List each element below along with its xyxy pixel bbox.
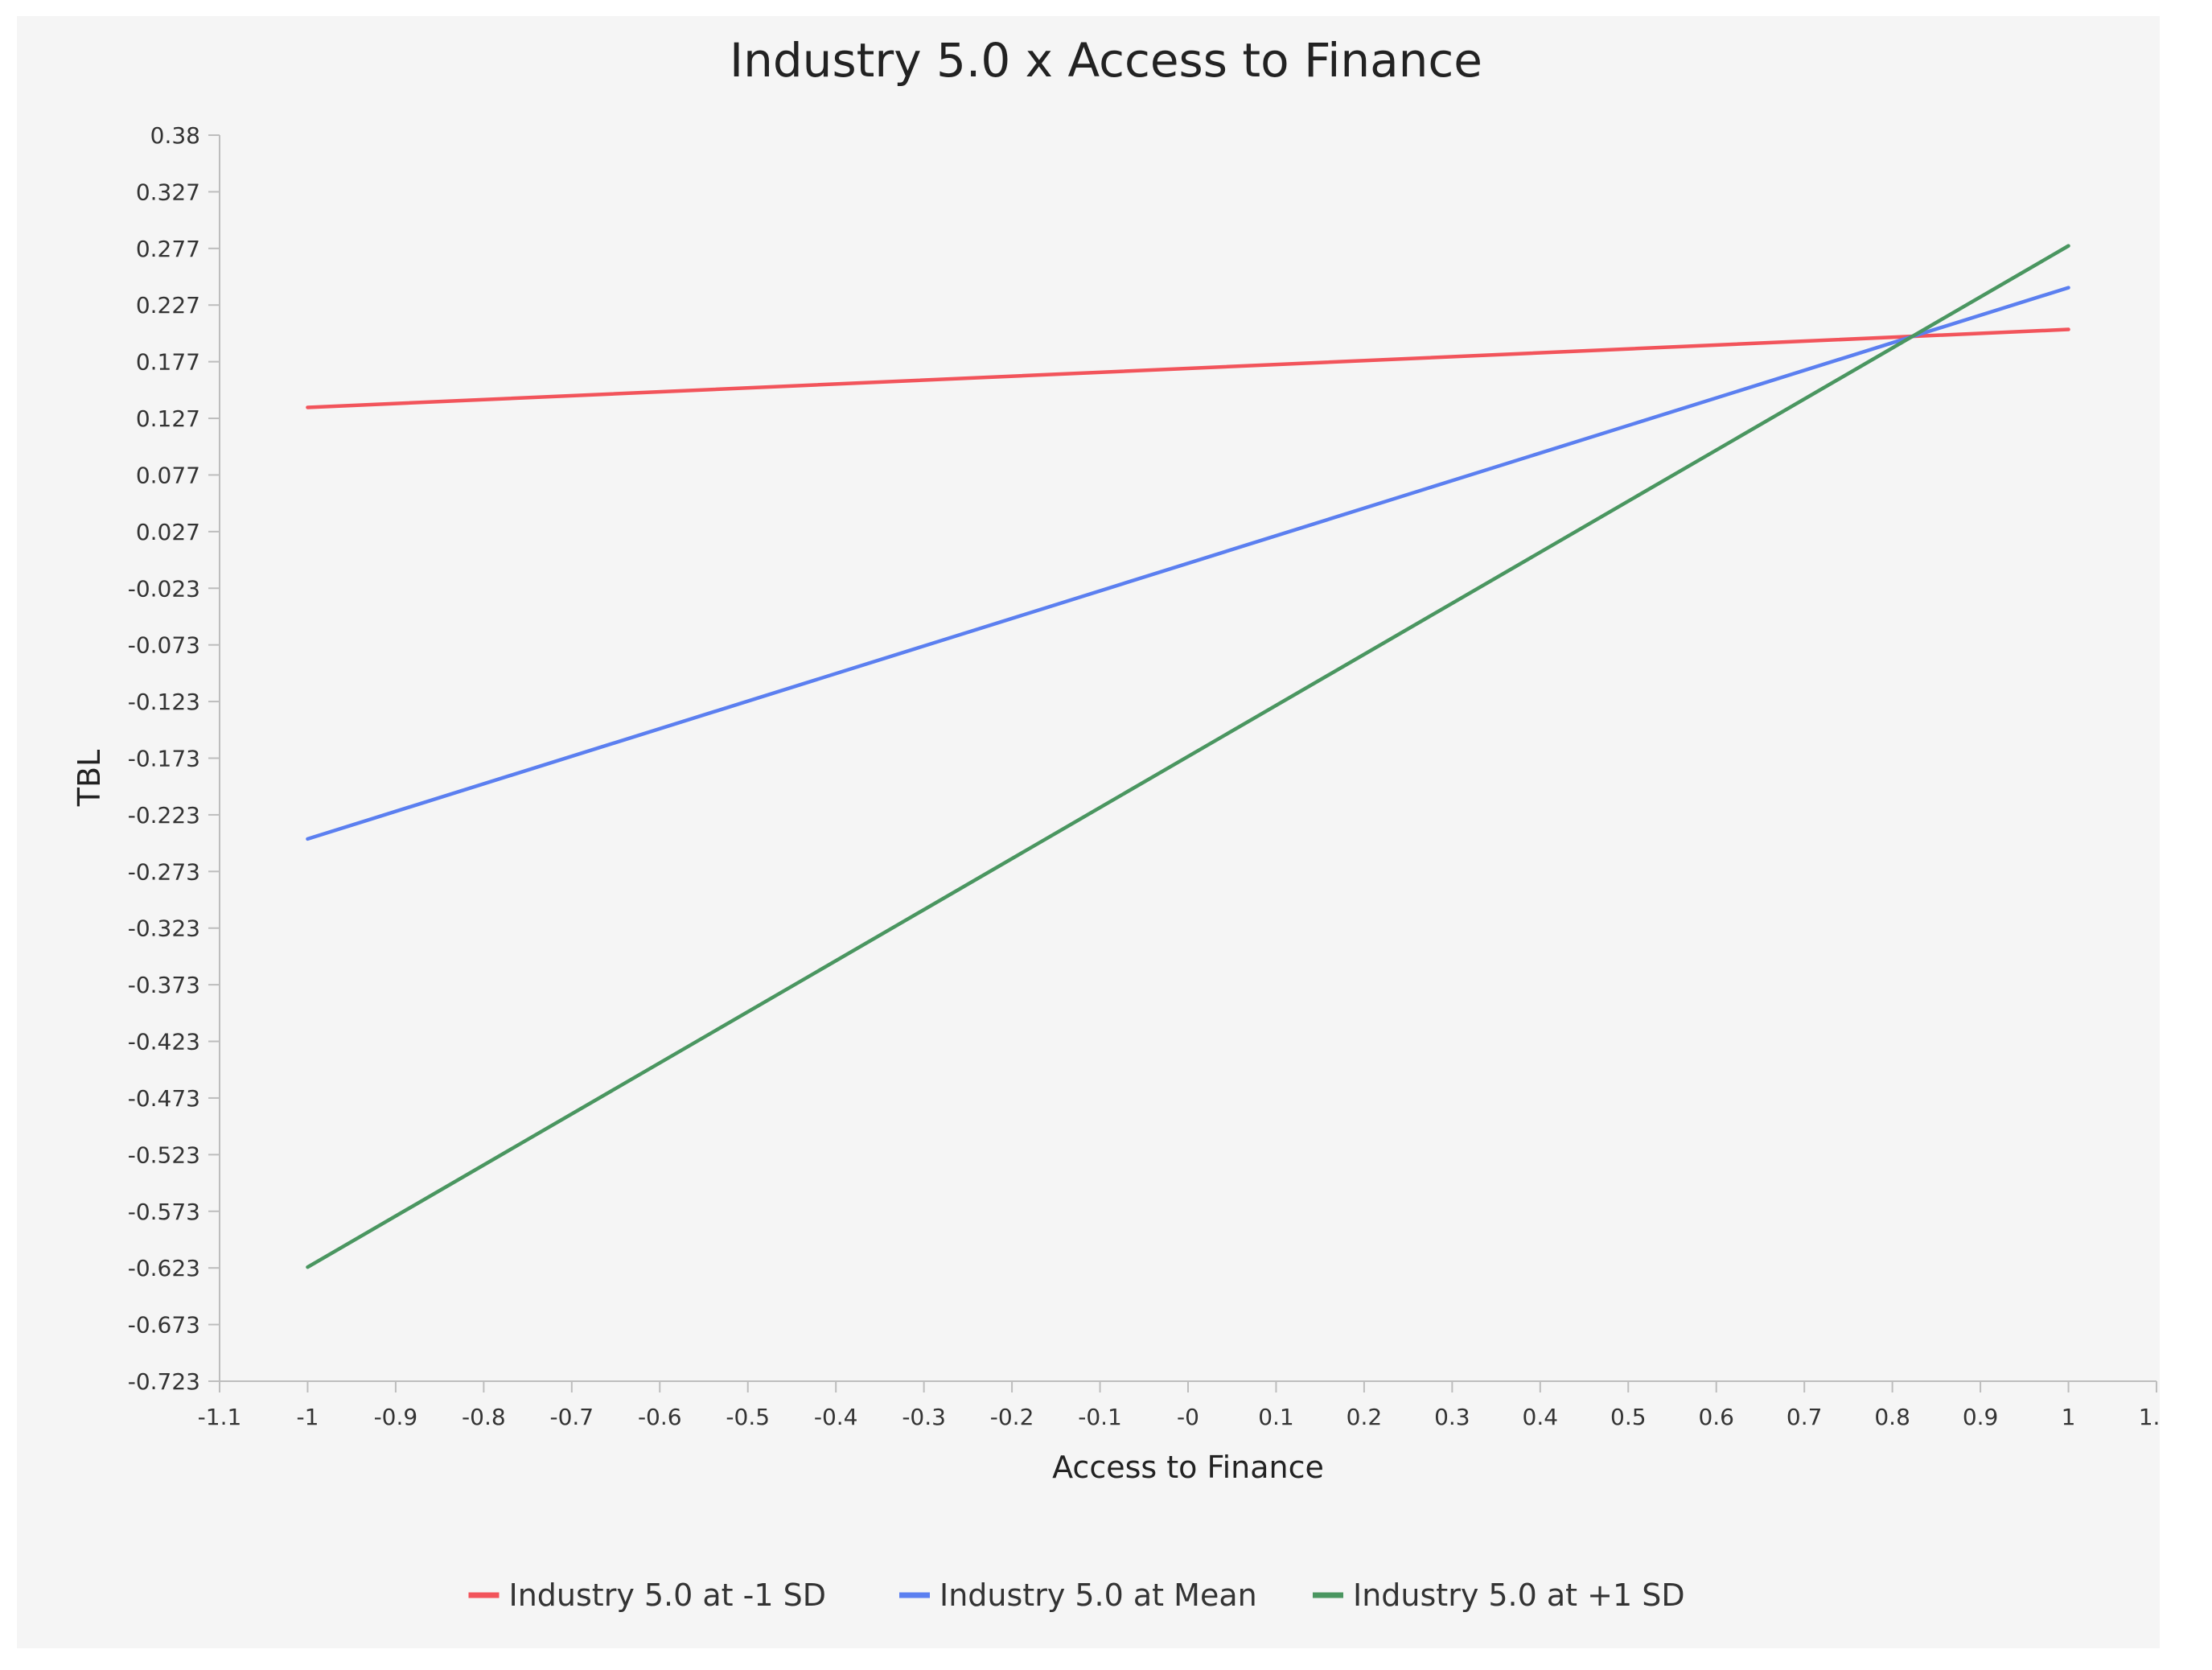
- x-tick-label: -0.3: [902, 1404, 946, 1430]
- x-tick-label: -0.1: [1078, 1404, 1122, 1430]
- y-tick-label: 0.227: [136, 292, 200, 319]
- y-tick-label: -0.273: [128, 858, 200, 885]
- legend-label: Industry 5.0 at +1 SD: [1353, 1577, 1685, 1613]
- x-tick-label: 0.1: [1258, 1404, 1294, 1430]
- x-tick-label: 0.6: [1698, 1404, 1734, 1430]
- y-tick-label: 0.177: [136, 349, 200, 376]
- x-tick-label: -1: [296, 1404, 319, 1430]
- y-tick-label: 0.38: [150, 122, 200, 149]
- y-tick-label: -0.573: [128, 1199, 200, 1225]
- x-tick-label: 0.4: [1523, 1404, 1559, 1430]
- y-tick-label: 0.077: [136, 462, 200, 488]
- x-tick-label: -0.2: [990, 1404, 1034, 1430]
- x-axis: -1.1 -1 -0.9 -0.8 -0.7 -0.6 -0.5 -0.4 -0.3 -0.2 -0…: [198, 1380, 2160, 1430]
- x-tick-label: 0.9: [1963, 1404, 1999, 1430]
- x-tick-label: 0.5: [1610, 1404, 1647, 1430]
- y-axis: 0.38 0.327 0.277 0.227 0.177 0.127 0.077 0.027 -…: [128, 122, 220, 1395]
- y-tick-label: -0.323: [128, 915, 200, 942]
- y-tick-label: -0.423: [128, 1029, 200, 1055]
- series-line: [306, 327, 2070, 409]
- series-line: [306, 286, 2070, 841]
- y-tick-label: 0.127: [136, 405, 200, 432]
- x-tick-label: -1.1: [198, 1404, 242, 1430]
- y-tick-label: -0.723: [128, 1368, 200, 1395]
- y-tick-label: 0.027: [136, 519, 200, 545]
- series-lines: [306, 244, 2070, 1269]
- y-tick-label: 0.277: [136, 236, 200, 262]
- legend: Industry 5.0 at -1 SD Industry 5.0 at Mea…: [468, 1577, 1685, 1613]
- y-axis-title: TBL: [72, 750, 107, 807]
- y-tick-label: -0.173: [128, 746, 200, 772]
- y-tick-label: 0.327: [136, 179, 200, 205]
- x-tick-label: 0.3: [1434, 1404, 1470, 1430]
- x-tick-label: -0.9: [374, 1404, 418, 1430]
- y-tick-label: -0.073: [128, 632, 200, 659]
- chart-panel: Industry 5.0 x Access to Finance 0.38 0.3…: [17, 16, 2160, 1648]
- x-tick-label: 0.8: [1874, 1404, 1910, 1430]
- x-tick-label: -0.5: [726, 1404, 770, 1430]
- chart-title: Industry 5.0 x Access to Finance: [730, 33, 1482, 88]
- x-tick-label: 1.1: [2139, 1404, 2160, 1430]
- x-axis-title: Access to Finance: [1052, 1450, 1324, 1485]
- x-tick-label: -0: [1177, 1404, 1199, 1430]
- legend-label: Industry 5.0 at -1 SD: [509, 1577, 827, 1613]
- series-line: [306, 244, 2070, 1269]
- chart-svg: Industry 5.0 x Access to Finance 0.380.3…: [72, 33, 2160, 1613]
- x-tick-label: 1: [2062, 1404, 2076, 1430]
- y-tick-label: -0.373: [128, 972, 200, 998]
- x-tick-label: -0.8: [462, 1404, 506, 1430]
- y-tick-label: -0.023: [128, 575, 200, 602]
- x-tick-label: -0.6: [638, 1404, 682, 1430]
- y-tick-label: -0.523: [128, 1141, 200, 1168]
- y-tick-label: -0.623: [128, 1255, 200, 1281]
- y-tick-label: -0.123: [128, 689, 200, 715]
- legend-label: Industry 5.0 at Mean: [939, 1577, 1257, 1613]
- x-tick-label: 0.2: [1347, 1404, 1383, 1430]
- x-tick-label: 0.7: [1786, 1404, 1823, 1430]
- x-tick-label: -0.4: [814, 1404, 858, 1430]
- x-tick-label: -0.7: [549, 1404, 594, 1430]
- y-tick-label: -0.223: [128, 802, 200, 829]
- y-tick-label: -0.673: [128, 1312, 200, 1339]
- y-tick-label: -0.473: [128, 1085, 200, 1112]
